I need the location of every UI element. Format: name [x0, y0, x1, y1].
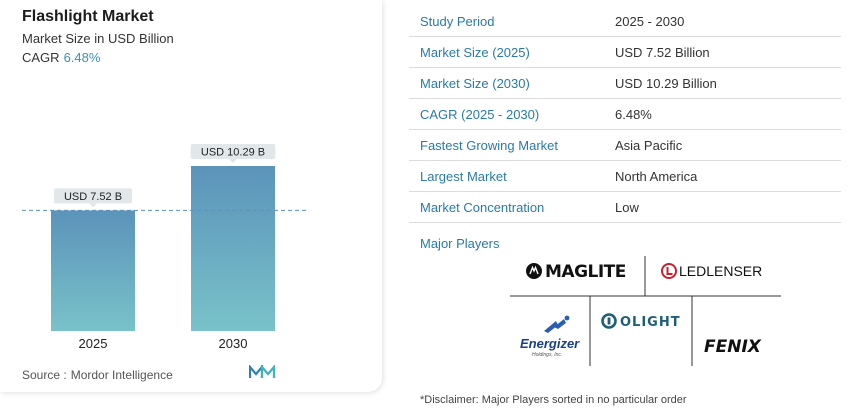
fenix-text: FENIX: [704, 337, 762, 357]
chart-subtitle: Market Size in USD Billion: [22, 31, 174, 46]
x-tick-label: 2030: [219, 336, 248, 351]
energizer-logo-icon: Energizer Holdings, Inc.: [520, 315, 580, 358]
maglite-text: MAGLITE: [545, 262, 626, 282]
data-label: USD 7.52 B: [64, 191, 122, 203]
cagr-value: 6.48%: [63, 50, 101, 65]
data-label-bg: [54, 188, 132, 204]
major-players-heading: Major Players: [420, 236, 500, 251]
major-players-grid: MAGLITE LEDLENSER Energizer Holdings, In…: [510, 256, 781, 366]
source-line: Source : Mordor Intelligence: [22, 368, 173, 382]
maglite-logo: MAGLITE: [515, 256, 640, 286]
stat-label: Largest Market: [420, 168, 507, 184]
ledlenser-text: LEDLENSER: [679, 263, 762, 279]
energizer-tagline: Holdings, Inc.: [532, 352, 562, 358]
stat-value: USD 7.52 Billion: [615, 44, 710, 60]
ledlenser-logo-icon: LEDLENSER: [660, 263, 762, 279]
ledlenser-logo: LEDLENSER: [650, 256, 781, 286]
energizer-logo: Energizer Holdings, Inc.: [510, 302, 590, 364]
market-stats-table: Study Period 2025 - 2030 Market Size (20…: [409, 7, 841, 223]
table-row: Market Size (2030) USD 10.29 Billion: [409, 68, 841, 99]
data-label-bg: [190, 144, 276, 160]
stat-label: Market Size (2030): [420, 75, 530, 91]
table-row: CAGR (2025 - 2030) 6.48%: [409, 99, 841, 130]
mordor-logo-icon: [249, 365, 275, 378]
x-tick-label: 2025: [79, 336, 108, 351]
stat-value: Low: [615, 199, 639, 215]
fenix-logo-icon: FENIX: [704, 337, 762, 357]
table-row: Study Period 2025 - 2030: [409, 7, 841, 37]
stat-label: Market Concentration: [420, 199, 545, 215]
bar-chart: USD 7.52 B 2025 USD 10.29 B 2030: [22, 144, 306, 351]
stat-value: USD 10.29 Billion: [615, 75, 717, 91]
olight-text: OLIGHT: [620, 315, 681, 330]
stat-label: CAGR (2025 - 2030): [420, 106, 540, 122]
maglite-logo-icon: MAGLITE: [525, 262, 626, 282]
olight-logo: OLIGHT: [591, 306, 691, 336]
table-row: Largest Market North America: [409, 161, 841, 192]
players-grid-lines: [510, 256, 781, 366]
bar-2025: [51, 210, 135, 331]
stat-value: Asia Pacific: [615, 137, 683, 153]
table-row: Market Size (2025) USD 7.52 Billion: [409, 37, 841, 68]
stat-label: Study Period: [420, 14, 495, 29]
table-row: Market Concentration Low: [409, 192, 841, 223]
stat-value: 2025 - 2030: [615, 14, 685, 29]
data-label-pointer: [89, 203, 97, 208]
data-label-pointer: [229, 159, 237, 164]
olight-logo-icon: OLIGHT: [601, 313, 681, 330]
source-name: Mordor Intelligence: [70, 368, 173, 382]
energizer-text: Energizer: [520, 336, 580, 351]
cagr-label: CAGR: [22, 50, 60, 65]
chart-title: Flashlight Market: [22, 8, 154, 25]
cagr-line: CAGR 6.48%: [22, 50, 100, 65]
chart-card: Flashlight Market Market Size in USD Bil…: [0, 0, 382, 392]
source-label: Source :: [22, 368, 67, 382]
bar-2030: [191, 166, 275, 331]
stat-value: 6.48%: [615, 106, 652, 122]
stat-value: North America: [615, 168, 698, 184]
table-row: Fastest Growing Market Asia Pacific: [409, 130, 841, 161]
stat-label: Market Size (2025): [420, 44, 530, 60]
stat-label: Fastest Growing Market: [420, 137, 558, 153]
fenix-logo: FENIX: [693, 326, 781, 366]
data-label: USD 10.29 B: [201, 147, 265, 159]
disclaimer: *Disclaimer: Major Players sorted in no …: [420, 394, 687, 406]
